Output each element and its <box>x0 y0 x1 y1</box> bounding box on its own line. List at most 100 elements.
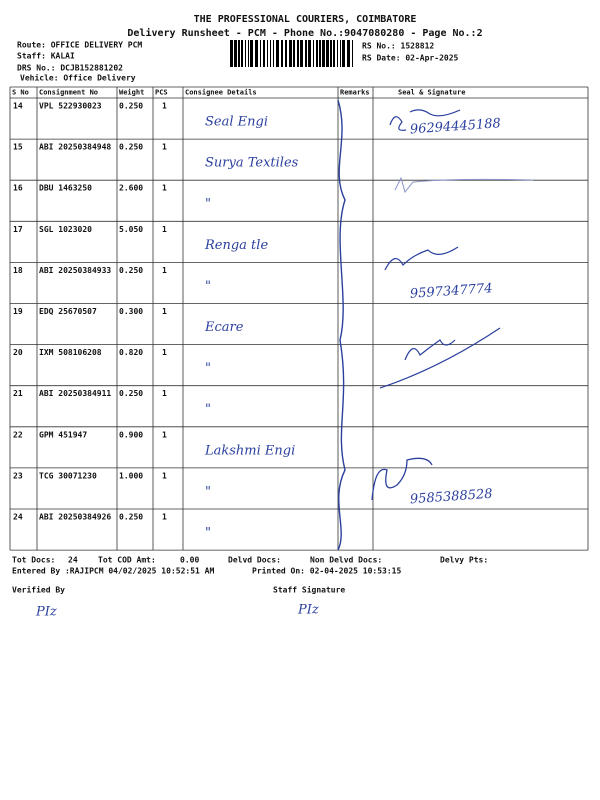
cell: IXM 508106208 <box>39 348 102 357</box>
cell: 1 <box>162 513 167 522</box>
handwritten-consignee: Renga tle <box>204 238 268 253</box>
bar-stripe <box>255 40 258 67</box>
handwritten-phone: 9597347774 <box>409 281 493 302</box>
bar-stripe <box>289 40 292 67</box>
handwritten-consignee: Lakshmi Engi <box>204 443 295 458</box>
cell: ABI 20250384933 <box>39 266 111 275</box>
rs-date: RS Date: 02-Apr-2025 <box>362 54 459 63</box>
column-header: Remarks <box>340 89 370 97</box>
bar-stripe <box>270 40 271 67</box>
remarks-bracket <box>337 99 346 551</box>
bar-stripe <box>248 40 249 67</box>
column-header: S No <box>12 89 29 97</box>
footer: Tot Docs: 24 Tot COD Amt: 0.00 Delvd Docs: No… <box>12 556 488 620</box>
cell: VPL 522930023 <box>39 102 102 111</box>
bar-stripe <box>263 40 265 67</box>
bar-stripe <box>234 40 237 67</box>
cell: 0.250 <box>119 102 143 111</box>
cell: 1 <box>162 307 167 316</box>
cell: 1.000 <box>119 471 143 480</box>
cell: 0.250 <box>119 389 143 398</box>
cell: SGL 1023020 <box>39 225 92 234</box>
handwritten-consignee: " <box>205 361 211 376</box>
handwritten-consignee: Seal Engi <box>205 115 268 130</box>
bar-stripe <box>352 40 353 67</box>
signature <box>371 457 433 501</box>
cell: 1 <box>162 348 167 357</box>
staff: Staff: KALAI <box>17 52 75 61</box>
tot-docs: 24 <box>68 556 78 565</box>
handwritten-consignee: Ecare <box>204 320 244 335</box>
handwritten-consignee: " <box>205 197 211 212</box>
signature <box>379 327 501 389</box>
handwritten-consignee: " <box>205 402 211 417</box>
signature <box>389 109 461 131</box>
cell: 1 <box>162 143 167 152</box>
handwritten-consignee: " <box>205 279 211 294</box>
handwritten-initials: PIz <box>297 603 319 618</box>
handwritten-consignee: Surya Textiles <box>205 156 299 171</box>
bar-stripe <box>260 40 261 67</box>
bar-stripe <box>250 40 253 67</box>
staff-signature: Staff Signature <box>273 585 345 595</box>
bar-stripe <box>342 40 345 67</box>
cell: 1 <box>162 225 167 234</box>
bar-stripe <box>230 40 233 67</box>
cell: GPM 451947 <box>39 430 87 439</box>
bar-stripe <box>297 40 299 67</box>
cell: ABI 20250384948 <box>39 143 111 152</box>
cell: 21 <box>13 389 23 398</box>
cell: 1 <box>162 430 167 439</box>
bar-stripe <box>245 40 246 67</box>
bar-stripe <box>322 40 325 67</box>
printed-on: Printed On: 02-04-2025 10:53:15 <box>252 566 401 576</box>
title: THE PROFESSIONAL COURIERS, COIMBATORE <box>194 14 417 25</box>
cell: 16 <box>13 184 23 193</box>
rs-no: RS No.: 1528812 <box>362 42 434 51</box>
bar-stripe <box>337 40 338 67</box>
cell: 0.250 <box>119 266 143 275</box>
handwritten-phone: 9585388528 <box>409 487 493 508</box>
cell: EDQ 25670507 <box>39 307 97 316</box>
column-header: Consignee Details <box>185 89 257 97</box>
cell: 2.600 <box>119 184 143 193</box>
cell: 1 <box>162 389 167 398</box>
cell: TCG 30071230 <box>39 471 97 480</box>
bar-stripe <box>305 40 307 67</box>
handwritten-phone: 96294445188 <box>409 116 501 137</box>
cell: 23 <box>13 471 23 480</box>
handwritten-consignee: " <box>205 484 211 499</box>
signature <box>394 176 534 194</box>
cell: 5.050 <box>119 225 143 234</box>
bar-stripe <box>241 40 243 67</box>
vehicle: Vehicle: Office Delivery <box>20 73 136 83</box>
bar-stripe <box>347 40 350 67</box>
bar-stripe <box>276 40 279 67</box>
delvd-docs-label: Delvd Docs: <box>228 556 281 565</box>
cell: 15 <box>13 143 23 152</box>
cell: 1 <box>162 471 167 480</box>
cell: 20 <box>13 348 23 357</box>
bar-stripe <box>316 40 318 67</box>
handwritten-initials: PIz <box>35 605 57 620</box>
bar-stripe <box>313 40 314 67</box>
bar-stripe <box>273 40 274 67</box>
verified-by: Verified By <box>12 585 65 595</box>
subtitle: Delivery Runsheet - PCM - Phone No.:9047… <box>127 27 482 39</box>
cell: DBU 1463250 <box>39 184 92 193</box>
cell: ABI 20250384926 <box>39 513 111 522</box>
bar-stripe <box>308 40 311 67</box>
column-header: Seal & Signature <box>398 89 465 97</box>
cell: 17 <box>13 225 23 234</box>
bar-stripe <box>238 40 240 67</box>
cell: 19 <box>13 307 23 316</box>
table: S No Consignment No Weight PCS Consignee Det… <box>9 86 589 551</box>
cell: 18 <box>13 266 23 275</box>
bar-stripe <box>293 40 295 67</box>
cell: 22 <box>13 430 23 439</box>
cell: ABI 20250384911 <box>39 389 111 398</box>
cell: 1 <box>162 184 167 193</box>
entered-by: Entered By :RAJIPCM 04/02/2025 10:52:51 … <box>12 567 214 576</box>
non-delvd-label: Non Delvd Docs: <box>310 556 382 565</box>
